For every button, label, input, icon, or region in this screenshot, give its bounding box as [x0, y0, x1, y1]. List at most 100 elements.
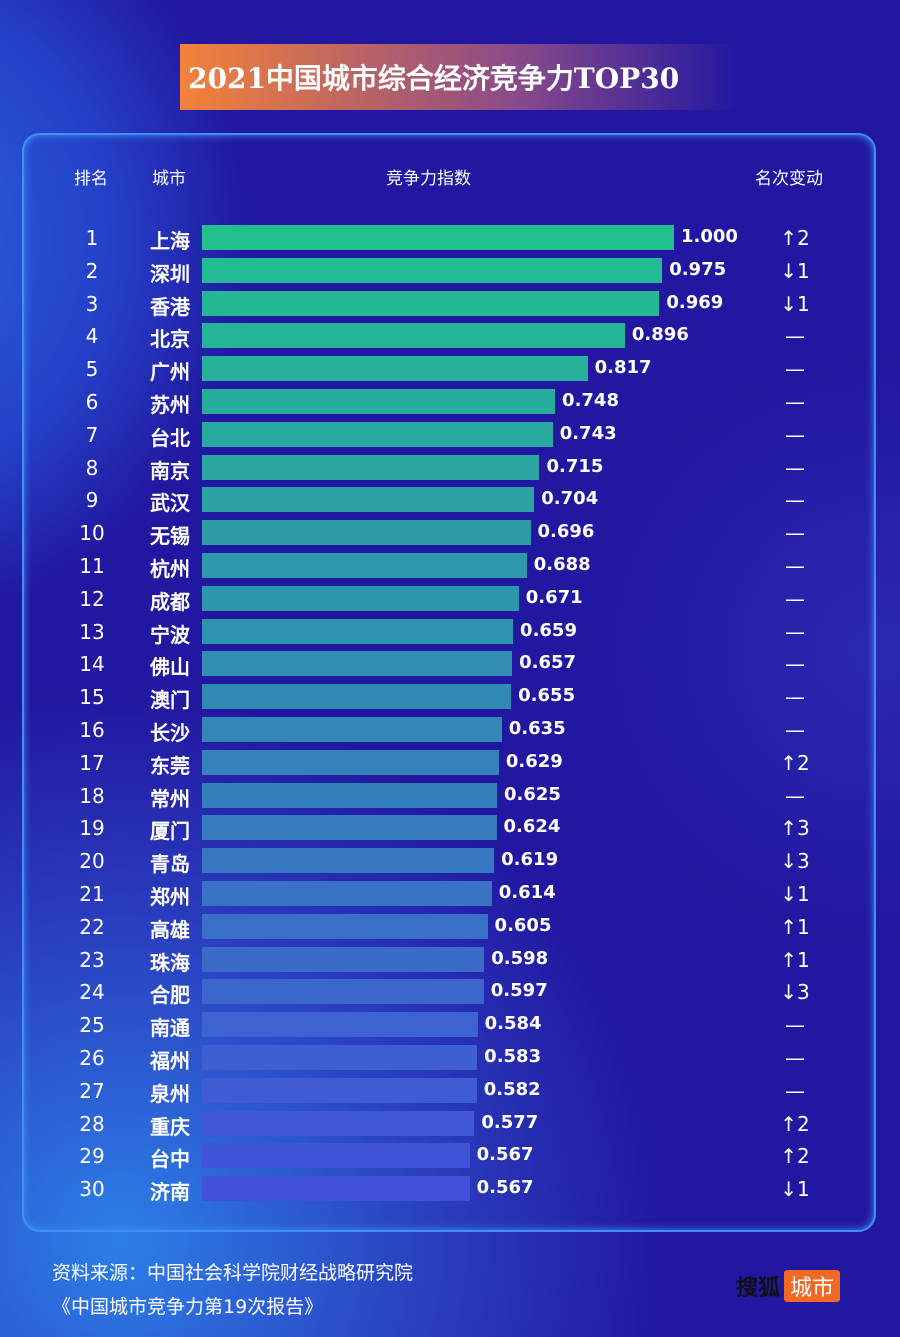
source-line-2: 《中国城市竞争力第19次报告》 — [52, 1296, 324, 1318]
rank-change-label: ↑1 — [780, 914, 810, 939]
rank-label: 4 — [85, 324, 99, 349]
value-label: 0.696 — [537, 521, 595, 543]
rank-change-label: ↑2 — [780, 1111, 810, 1136]
rank-label: 19 — [79, 816, 105, 841]
bar — [202, 881, 492, 906]
city-label: 佛山 — [150, 655, 190, 680]
header-city: 城市 — [152, 169, 186, 189]
value-label: 0.584 — [484, 1013, 542, 1035]
city-label: 重庆 — [150, 1114, 190, 1139]
value-label: 0.657 — [519, 652, 577, 674]
rank-change-label: — — [785, 390, 805, 414]
rank-label: 9 — [85, 488, 99, 513]
table-row: 19 厦门 0.624 ↑3 — [0, 814, 880, 843]
bar — [202, 651, 513, 677]
city-label: 常州 — [150, 786, 190, 811]
source-line-1: 资料来源：中国社会科学院财经战略研究院 — [52, 1262, 414, 1284]
rank-label: 23 — [79, 947, 105, 972]
rank-label: 1 — [85, 226, 99, 250]
rank-label: 20 — [79, 849, 105, 874]
rank-label: 22 — [79, 914, 105, 939]
bar — [202, 553, 527, 578]
city-label: 武汉 — [150, 491, 190, 516]
rank-change-label: ↑2 — [780, 226, 810, 250]
rank-label: 3 — [85, 291, 99, 316]
table-row: 11 杭州 0.688 — — [0, 552, 880, 581]
bar — [202, 257, 663, 283]
city-label: 郑州 — [150, 885, 190, 909]
value-label: 0.614 — [498, 882, 556, 903]
rank-label: 18 — [79, 783, 105, 808]
bar — [202, 782, 497, 808]
city-label: 上海 — [150, 229, 190, 253]
bar — [202, 979, 484, 1005]
rank-label: 28 — [79, 1111, 105, 1136]
rank-label: 27 — [79, 1078, 105, 1103]
table-row: 1 上海 1.000 ↑2 — [0, 224, 880, 253]
bar — [202, 749, 499, 775]
rank-change-label: ↓3 — [780, 980, 810, 1005]
bar — [202, 815, 497, 841]
value-label: 0.969 — [666, 291, 724, 313]
rank-change-label: — — [785, 1046, 805, 1070]
rank-change-label: — — [785, 1078, 805, 1103]
table-row: 3 香港 0.969 ↓1 — [0, 290, 880, 319]
bar — [202, 487, 535, 513]
bar — [202, 421, 553, 447]
value-label: 0.629 — [505, 750, 563, 772]
value-label: 0.671 — [525, 586, 583, 608]
city-label: 青岛 — [150, 852, 190, 877]
bar — [202, 356, 588, 382]
value-label: 0.688 — [533, 554, 591, 575]
bar — [202, 946, 485, 972]
city-label: 杭州 — [150, 557, 190, 581]
chart-panel — [22, 133, 876, 1232]
value-label: 0.605 — [494, 914, 552, 936]
city-label: 合肥 — [150, 983, 190, 1008]
table-row: 28 重庆 0.577 ↑2 — [0, 1110, 880, 1139]
rank-change-label: — — [785, 685, 805, 710]
value-label: 0.567 — [476, 1144, 534, 1166]
bar — [202, 684, 512, 710]
rank-change-label: — — [785, 1013, 805, 1038]
rank-change-label: ↓1 — [780, 1177, 810, 1202]
table-row: 30 济南 0.567 ↓1 — [0, 1175, 880, 1204]
bar — [202, 1176, 470, 1202]
bar — [202, 323, 625, 349]
value-label: 0.715 — [546, 455, 604, 477]
value-label: 0.635 — [508, 718, 566, 739]
value-label: 0.598 — [491, 947, 549, 969]
rank-change-label: — — [785, 324, 805, 349]
table-row: 18 常州 0.625 — — [0, 782, 880, 811]
rank-change-label: ↓1 — [780, 258, 810, 283]
page-title: 2021中国城市综合经济竞争力TOP30 — [180, 44, 740, 110]
city-label: 深圳 — [150, 261, 190, 286]
value-label: 0.567 — [476, 1177, 534, 1199]
table-row: 8 南京 0.715 — — [0, 454, 880, 483]
city-label: 长沙 — [150, 721, 190, 745]
rank-change-label: — — [785, 455, 805, 480]
city-label: 无锡 — [150, 524, 190, 549]
city-label: 广州 — [150, 360, 190, 385]
rank-label: 11 — [79, 554, 105, 578]
value-label: 0.597 — [490, 980, 548, 1002]
value-label: 1.000 — [681, 226, 738, 247]
rank-change-label: — — [785, 586, 805, 611]
table-row: 12 成都 0.671 — — [0, 585, 880, 614]
city-label: 泉州 — [150, 1081, 190, 1106]
rank-label: 25 — [79, 1013, 105, 1038]
city-label: 台中 — [150, 1147, 190, 1172]
header-rank: 排名 — [74, 169, 108, 189]
bar — [202, 1045, 478, 1070]
rank-label: 10 — [79, 521, 105, 546]
rank-change-label: — — [785, 521, 805, 546]
city-label: 珠海 — [150, 950, 190, 975]
table-row: 9 武汉 0.704 — — [0, 486, 880, 516]
bar — [202, 389, 556, 414]
rank-label: 21 — [79, 882, 105, 906]
bar — [202, 1143, 470, 1169]
table-row: 14 佛山 0.657 — — [0, 650, 880, 680]
city-label: 香港 — [150, 294, 190, 319]
city-label: 南通 — [150, 1016, 190, 1041]
table-row: 6 苏州 0.748 — — [0, 388, 880, 417]
